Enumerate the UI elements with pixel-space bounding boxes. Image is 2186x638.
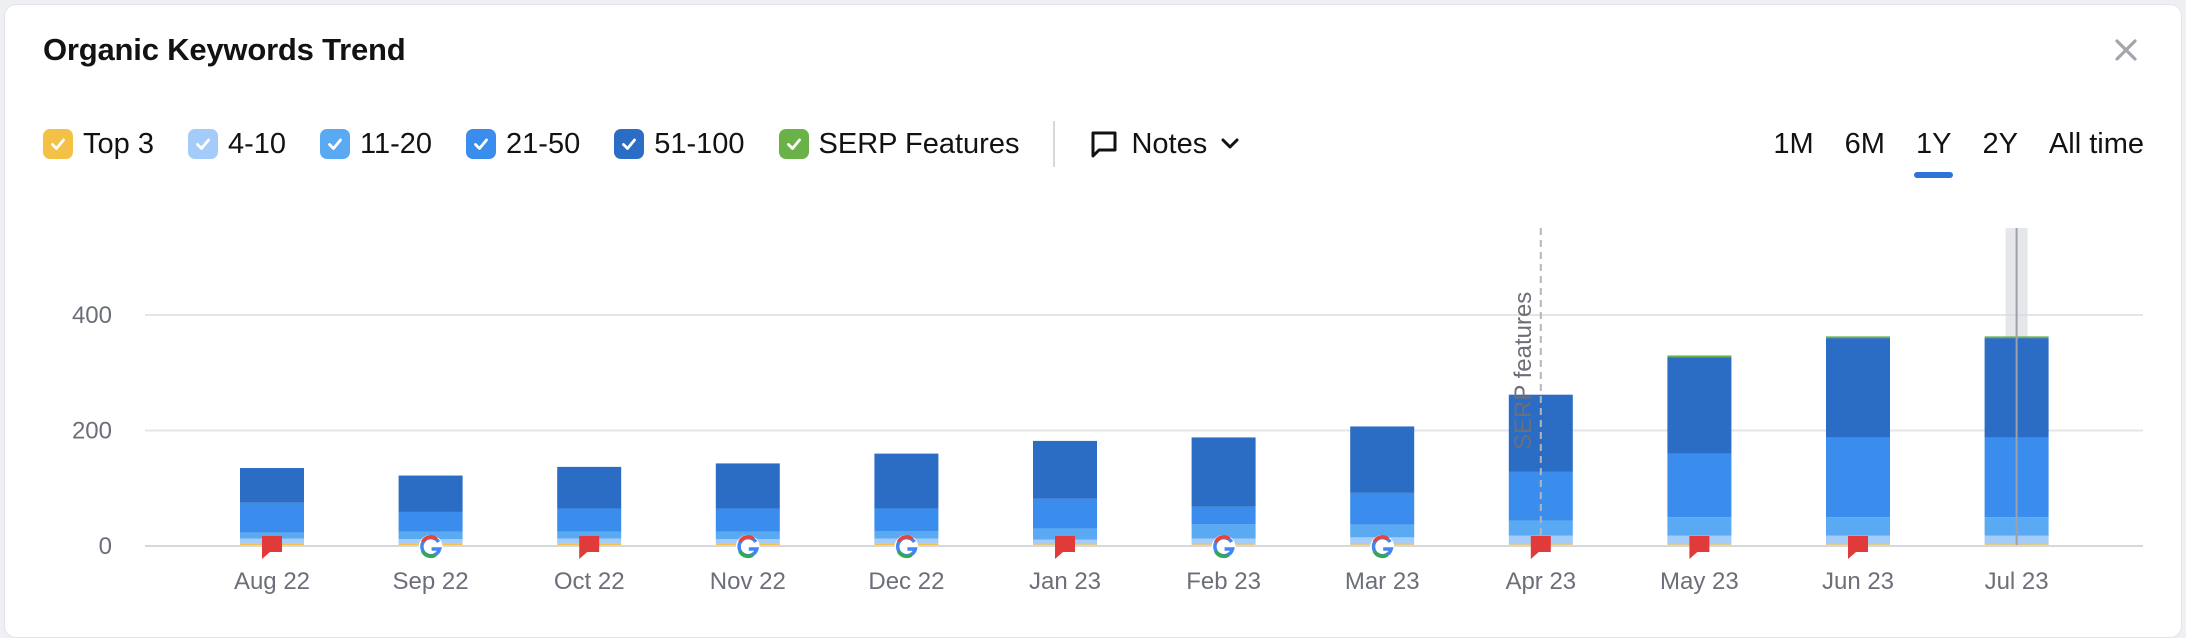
notes-label: Notes (1131, 127, 1208, 160)
bar-segment (557, 531, 622, 539)
legend-label: Top 3 (83, 127, 154, 160)
x-tick-label: Jun 23 (1822, 568, 1894, 595)
period-1y[interactable]: 1Y (1913, 124, 1954, 178)
series-legend: Top 3 4-10 11-20 21-50 51-100 SERP Featu… (43, 121, 1241, 167)
google-icon (738, 535, 755, 543)
bar-segment (1667, 355, 1732, 358)
bar-segment (1191, 437, 1256, 507)
google-icon (421, 535, 438, 543)
google-icon (1372, 550, 1389, 559)
bar-segment (1350, 492, 1415, 525)
legend-item-21-50[interactable]: 21-50 (466, 128, 580, 161)
note-flag-icon (1848, 536, 1868, 559)
google-icon (896, 535, 914, 543)
legend-item-4-10[interactable]: 4-10 (187, 127, 286, 161)
google-icon (1213, 550, 1230, 559)
close-button[interactable] (2108, 32, 2144, 68)
checkbox-21-50-icon[interactable] (466, 129, 497, 159)
x-tick-label: Jan 23 (1029, 568, 1101, 595)
bar-segment (874, 508, 939, 531)
legend-item-11-20[interactable]: 11-20 (320, 128, 432, 161)
bar-segment (240, 502, 304, 533)
legend-item-51-100[interactable]: 51-100 (614, 127, 745, 161)
bar-segment (874, 453, 939, 509)
note-flag-icon (1689, 536, 1710, 559)
bar-segment (1033, 528, 1097, 540)
bar-segment (1033, 440, 1097, 499)
bar-segment (1667, 453, 1732, 518)
legend-label: 4-10 (227, 127, 286, 160)
legend-label: 21-50 (506, 127, 581, 160)
bar-segment (240, 468, 304, 503)
bar-segment (240, 532, 304, 539)
x-tick-label: Mar 23 (1345, 568, 1420, 595)
bar-segment (1191, 524, 1256, 539)
y-tick-label: 0 (99, 533, 112, 560)
x-tick-label: Jul 23 (1985, 568, 2049, 595)
note-flag-icon (1055, 536, 1075, 559)
google-icon (738, 550, 754, 559)
note-flag-icon (579, 536, 600, 559)
bar-segment (1826, 338, 1890, 438)
google-icon (1214, 535, 1231, 543)
bar-segment (398, 475, 463, 512)
legend-label: 51-100 (654, 127, 745, 160)
y-tick-label: 400 (72, 302, 112, 329)
comment-icon (1091, 131, 1117, 158)
legend-item-top3[interactable]: Top 3 (43, 128, 154, 161)
checkbox-top3-icon[interactable] (43, 129, 73, 159)
bar-segment (1826, 437, 1890, 518)
checkbox-serp-features-icon[interactable] (778, 129, 809, 159)
bar-segment (1350, 426, 1415, 493)
legend-item-serp-features[interactable]: SERP Features (778, 127, 1020, 161)
x-tick-label: Nov 22 (710, 568, 786, 595)
bar-segment (1033, 498, 1097, 529)
bar-segment (1826, 517, 1890, 536)
note-flag-icon (262, 536, 282, 559)
x-tick-label: Sep 22 (393, 568, 469, 595)
legend-divider (1053, 121, 1056, 167)
x-tick-label: Feb 23 (1186, 568, 1261, 595)
legend-label: SERP Features (818, 127, 1020, 160)
x-tick-label: Oct 22 (554, 568, 625, 595)
x-tick-label: Aug 22 (234, 568, 310, 595)
bar-segment (1667, 517, 1732, 536)
bar-segment (1826, 336, 1890, 339)
bar-segment (715, 463, 780, 509)
x-tick-label: Apr 23 (1505, 568, 1576, 595)
notes-dropdown[interactable]: Notes (1089, 128, 1241, 161)
bar-segment (1191, 506, 1256, 525)
period-2y[interactable]: 2Y (1982, 128, 2018, 160)
google-icon (1372, 535, 1390, 543)
note-flag-icon (1530, 536, 1551, 559)
bar-segment (1667, 357, 1732, 454)
y-tick-label: 200 (72, 418, 112, 445)
period-switcher: 1M 6M 1Y 2Y All time (1742, 124, 2144, 178)
checkbox-11-20-icon[interactable] (320, 129, 350, 159)
x-tick-label: May 23 (1660, 568, 1739, 595)
bar-segment (1350, 524, 1415, 538)
bar-segment (715, 508, 780, 532)
checkbox-4-10-icon[interactable] (187, 129, 218, 159)
legend-label: 11-20 (360, 127, 433, 160)
period-all-time[interactable]: All time (2048, 128, 2144, 160)
period-6m[interactable]: 6M (1844, 128, 1885, 160)
card-title: Organic Keywords Trend (43, 32, 406, 67)
chevron-down-icon (1221, 138, 1239, 149)
period-1m[interactable]: 1M (1773, 128, 1814, 160)
bar-segment (557, 466, 622, 509)
close-icon (2115, 39, 2137, 61)
google-icon (420, 550, 437, 559)
bar-segment (557, 508, 622, 532)
google-icon (896, 550, 913, 559)
checkbox-51-100-icon[interactable] (614, 129, 645, 159)
bar-segment (398, 511, 463, 532)
x-tick-label: Dec 22 (868, 568, 944, 595)
annotation-label: SERP features (1510, 292, 1537, 450)
bar-segment (874, 530, 939, 539)
